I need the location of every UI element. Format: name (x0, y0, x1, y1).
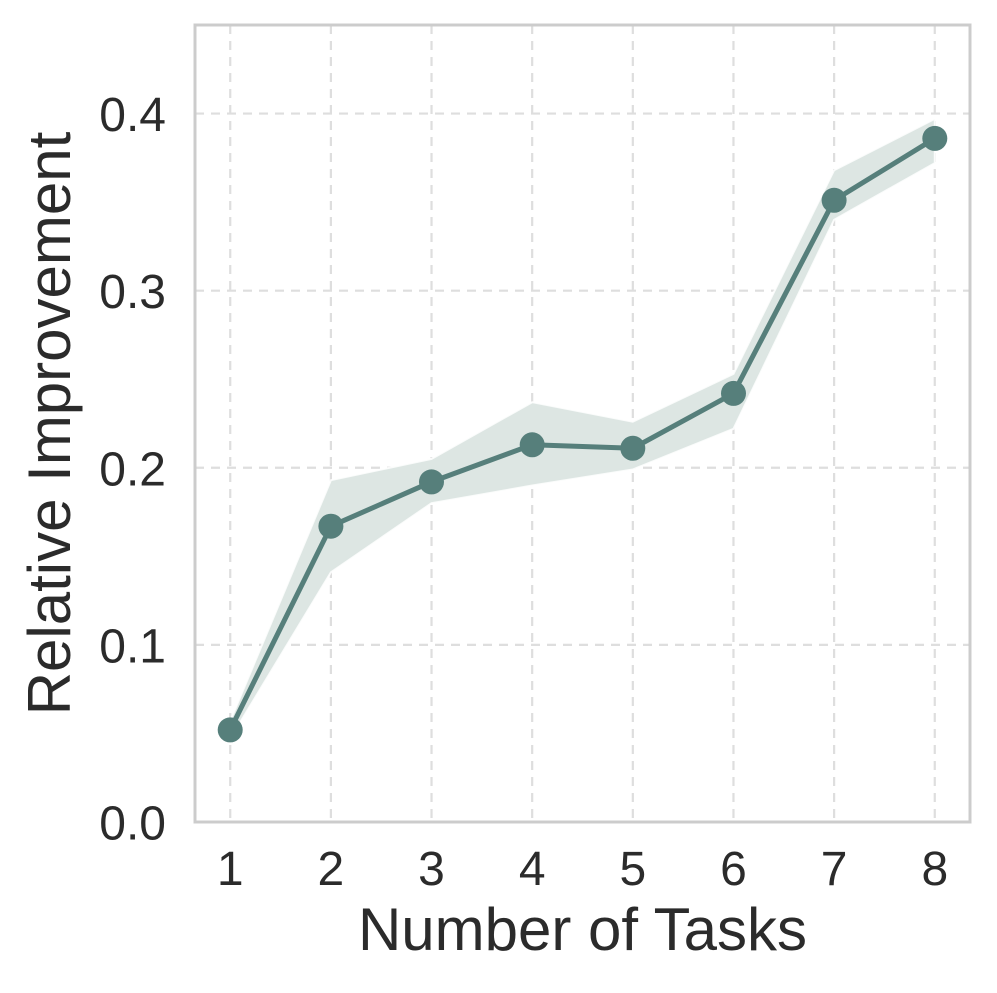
confidence-band (229, 117, 936, 743)
y-tick-label: 0.2 (99, 443, 166, 496)
x-tick-label: 6 (720, 843, 747, 896)
data-point (217, 717, 243, 743)
x-tick-labels: 1 2 3 4 5 6 7 8 (217, 843, 948, 896)
data-point (620, 435, 646, 461)
data-point (519, 432, 545, 458)
x-tick-label: 7 (821, 843, 848, 896)
y-tick-label: 0.1 (99, 620, 166, 673)
x-tick-label: 5 (619, 843, 646, 896)
data-point (721, 380, 746, 406)
y-axis-label: Relative Improvement (16, 131, 83, 715)
y-tick-labels: 0.0 0.1 0.2 0.3 0.4 (99, 89, 166, 850)
grid (195, 25, 970, 822)
y-tick-label: 0.4 (99, 89, 166, 142)
y-tick-label: 0.3 (99, 266, 166, 319)
x-tick-label: 4 (519, 843, 546, 896)
data-points (217, 125, 948, 743)
data-point (922, 125, 948, 151)
y-tick-label: 0.0 (99, 798, 166, 851)
x-tick-label: 1 (217, 843, 244, 896)
x-tick-label: 8 (921, 843, 948, 896)
x-tick-label: 2 (318, 843, 345, 896)
data-point (821, 187, 847, 213)
plot-border (193, 23, 972, 824)
data-point (419, 469, 444, 495)
series-line (227, 135, 938, 733)
x-axis-label: Number of Tasks (358, 896, 807, 963)
x-tick-label: 3 (418, 843, 445, 896)
data-point (318, 513, 344, 539)
